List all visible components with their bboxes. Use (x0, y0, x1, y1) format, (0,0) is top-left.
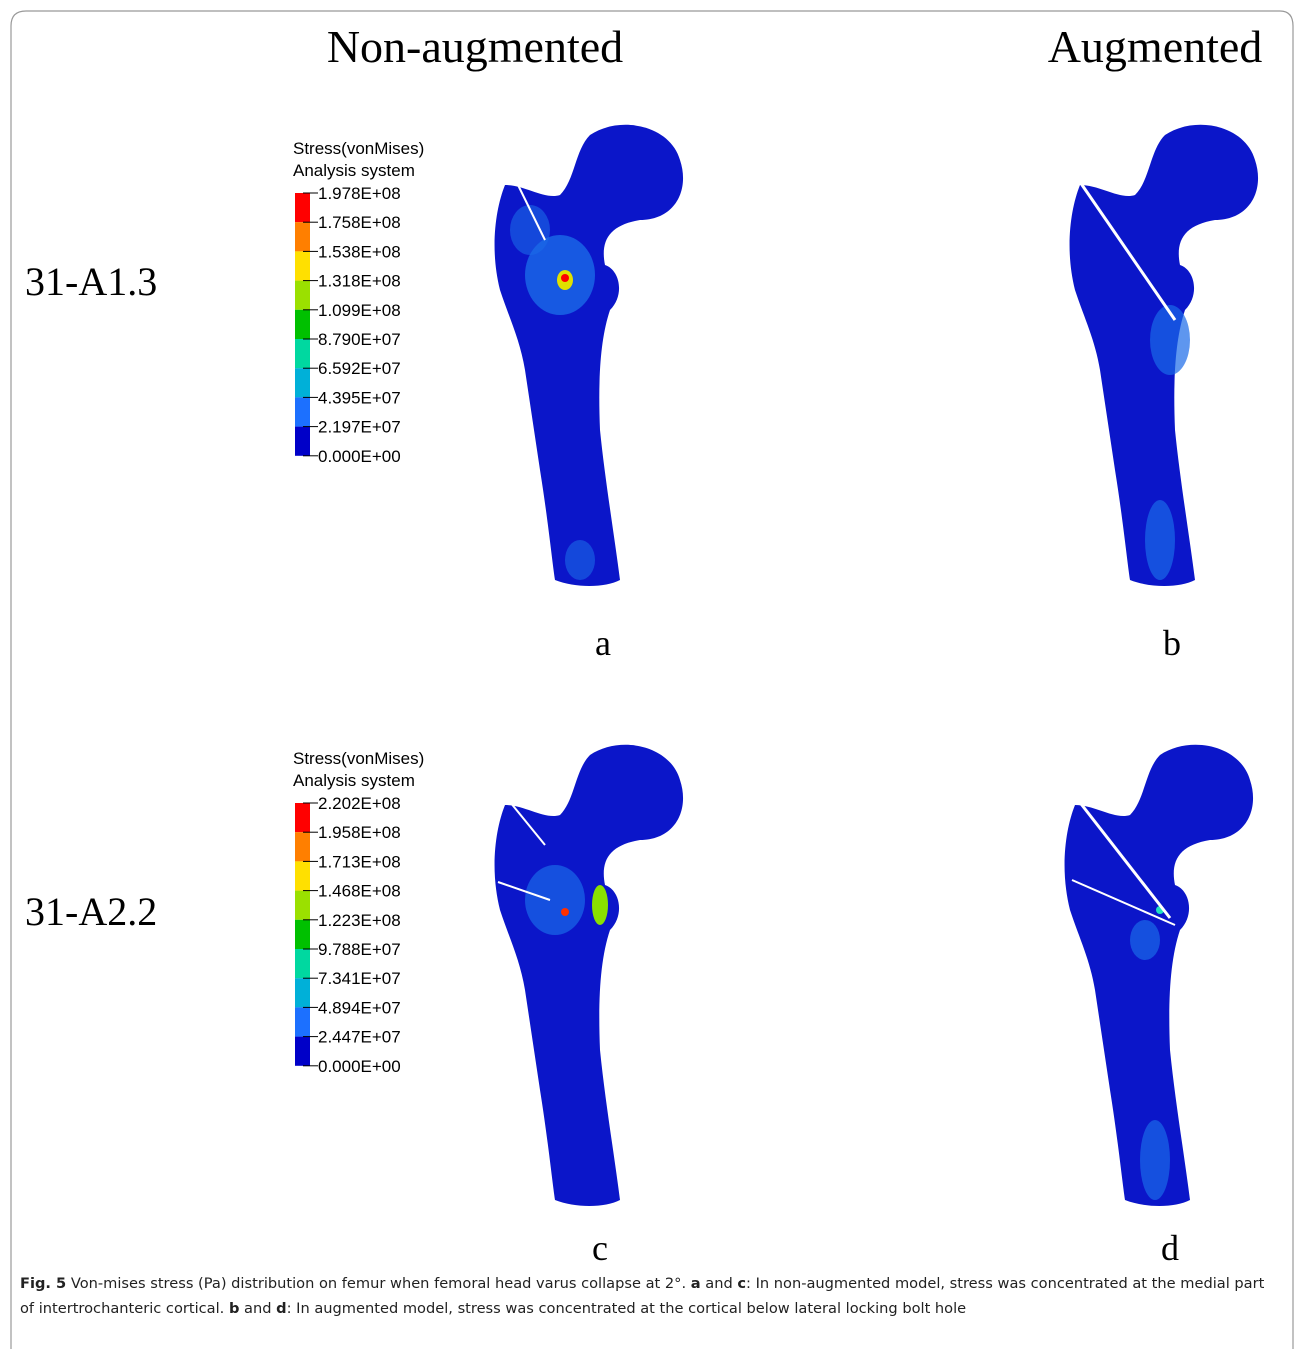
caption-text: and (239, 1300, 276, 1317)
panel-label: a (595, 623, 611, 663)
legend-label: 1.713E+08 (318, 852, 401, 871)
color-segment (295, 803, 310, 832)
legend-title: Stress(vonMises) (293, 139, 424, 158)
legend-label: 9.788E+07 (318, 940, 401, 959)
legend-label: 2.202E+08 (318, 794, 401, 813)
row-label: 31-A2.2 (25, 889, 157, 934)
color-segment (295, 222, 310, 251)
femur-b (1070, 125, 1258, 586)
legend-label: 1.958E+08 (318, 823, 401, 842)
femur-d (1065, 745, 1253, 1206)
color-segment (295, 1007, 310, 1036)
legend-label: 1.468E+08 (318, 882, 401, 901)
caption: Fig. 5 Von-mises stress (Pa) distributio… (20, 1271, 1270, 1321)
color-segment (295, 861, 310, 890)
caption-bold: Fig. 5 (20, 1275, 66, 1292)
legend-label: 1.758E+08 (318, 213, 401, 232)
panel-label: d (1161, 1228, 1179, 1268)
legend-label: 1.223E+08 (318, 911, 401, 930)
caption-bold: d (276, 1300, 286, 1317)
legend-title: Stress(vonMises) (293, 749, 424, 768)
page: Non-augmented Augmented 31-A1.3 31-A2.2 Stre… (0, 0, 1295, 1349)
color-segment (295, 251, 310, 280)
row-label: 31-A1.3 (25, 259, 157, 304)
legend-label: 0.000E+00 (318, 447, 401, 466)
color-segment (295, 310, 310, 339)
caption-bold: b (229, 1300, 239, 1317)
caption-text: : In augmented model, stress was concent… (287, 1300, 967, 1317)
legend-label: 2.197E+07 (318, 418, 401, 437)
color-segment (295, 978, 310, 1007)
legend-label: 6.592E+07 (318, 359, 401, 378)
color-segment (295, 193, 310, 222)
legend-label: 4.395E+07 (318, 388, 401, 407)
legend-label: 7.341E+07 (318, 969, 401, 988)
column-header: Augmented (1048, 21, 1263, 72)
legend-label: 8.790E+07 (318, 330, 401, 349)
panel-label: b (1163, 623, 1181, 663)
color-segment (295, 427, 310, 456)
legend-label: 4.894E+07 (318, 998, 401, 1017)
color-segment (295, 832, 310, 861)
color-segment (295, 949, 310, 978)
panel-label: c (592, 1228, 608, 1268)
color-segment (295, 891, 310, 920)
legend-label: 1.978E+08 (318, 184, 401, 203)
legend-title: Analysis system (293, 771, 415, 790)
figure: Non-augmented Augmented 31-A1.3 31-A2.2 Stre… (0, 0, 1295, 1349)
column-header: Non-augmented (327, 21, 623, 72)
color-segment (295, 920, 310, 949)
caption-text: and (701, 1275, 738, 1292)
femur-c (495, 745, 683, 1206)
caption-text: Von-mises stress (Pa) distribution on fe… (66, 1275, 691, 1292)
legend-title: Analysis system (293, 161, 415, 180)
legend-label: 1.318E+08 (318, 272, 401, 291)
legend-label: 1.099E+08 (318, 301, 401, 320)
femur-a (495, 125, 683, 586)
color-segment (295, 397, 310, 426)
color-segment (295, 339, 310, 368)
color-segment (295, 368, 310, 397)
legend-label: 0.000E+00 (318, 1057, 401, 1076)
caption-bold: c (737, 1275, 746, 1292)
color-segment (295, 1037, 310, 1066)
color-segment (295, 281, 310, 310)
legend-label: 2.447E+07 (318, 1028, 401, 1047)
caption-bold: a (691, 1275, 701, 1292)
legend-label: 1.538E+08 (318, 242, 401, 261)
